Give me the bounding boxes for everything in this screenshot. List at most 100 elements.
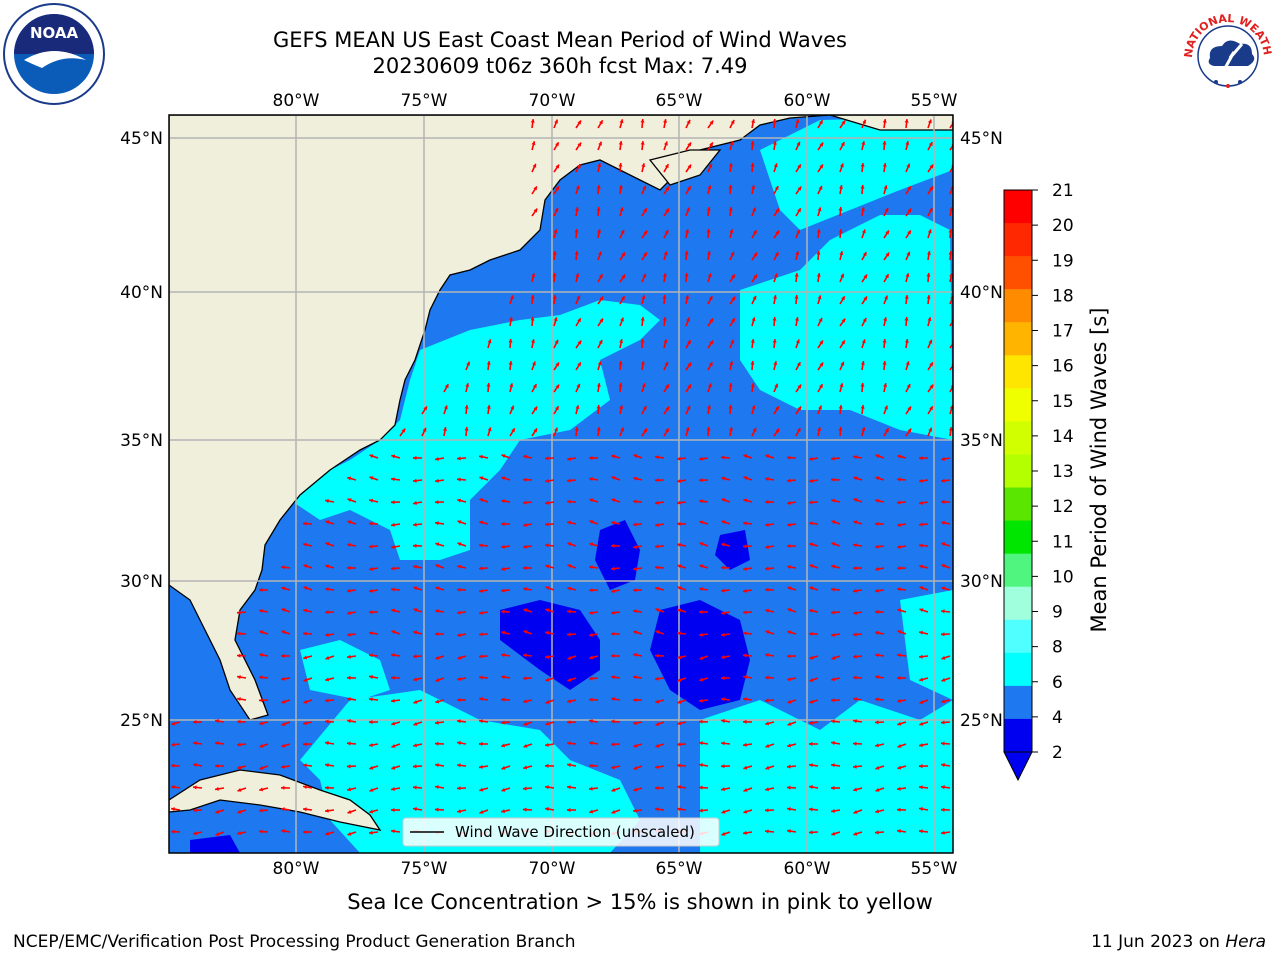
wind-wave-arrowhead [633, 698, 637, 703]
wind-wave-arrowhead [552, 251, 557, 255]
wind-wave-arrowhead [303, 830, 307, 835]
wind-wave-arrowhead [303, 807, 307, 812]
wind-wave-arrowhead [809, 807, 813, 812]
wind-wave-arrowhead [501, 499, 505, 504]
wind-wave-arrowhead [928, 208, 933, 212]
wind-wave-arrowhead [677, 655, 681, 660]
wind-wave-arrowhead [555, 384, 560, 389]
wind-wave-arrowhead [817, 427, 822, 431]
wind-wave-arrowhead [457, 763, 461, 768]
wind-wave-arrowhead [905, 361, 910, 366]
wind-wave-arrowhead [941, 720, 945, 725]
wind-wave-arrowhead [611, 520, 615, 525]
wind-wave-arrowhead [665, 208, 669, 213]
wind-wave-arrowhead [948, 229, 953, 233]
wind-wave-arrowhead [904, 295, 909, 299]
wind-wave-arrowhead [501, 809, 505, 814]
wind-wave-arrowhead [677, 807, 681, 812]
wind-wave-arrowhead [941, 655, 946, 660]
wind-wave-arrowhead [597, 229, 602, 233]
wind-wave-arrowhead [259, 829, 263, 834]
wind-wave-arrowhead [853, 675, 857, 680]
wind-wave-arrowhead [840, 142, 845, 147]
wind-wave-arrowhead [281, 829, 285, 834]
wind-wave-arrowhead [819, 120, 823, 125]
wind-wave-arrowhead [589, 697, 593, 702]
wind-wave-arrowhead [611, 588, 615, 593]
wind-wave-arrowhead [589, 520, 594, 524]
wind-wave-arrowhead [906, 384, 911, 388]
wind-wave-arrowhead [772, 317, 777, 321]
wind-wave-arrowhead [787, 721, 792, 726]
wind-wave-arrowhead [618, 163, 623, 167]
wind-wave-arrowhead [853, 741, 857, 746]
wind-wave-arrowhead [655, 786, 659, 791]
wind-wave-arrowhead [841, 340, 845, 345]
wind-wave-arrowhead [457, 741, 461, 746]
wind-wave-arrowhead [883, 317, 888, 321]
wind-wave-arrowhead [897, 807, 901, 812]
wind-wave-arrowhead [545, 500, 549, 505]
wind-wave-arrowhead [369, 521, 373, 526]
wind-wave-arrowhead [281, 722, 286, 726]
wind-wave-arrowhead [611, 742, 615, 747]
wind-wave-arrowhead [949, 273, 953, 277]
wind-wave-arrowhead [941, 677, 946, 682]
wind-wave-arrowhead [618, 383, 623, 387]
wind-wave-arrowhead [885, 252, 890, 257]
wind-wave-arrowhead [501, 588, 505, 593]
wind-wave-arrowhead [729, 229, 734, 234]
wind-wave-arrowhead [530, 119, 535, 123]
wind-wave-arrowhead [589, 588, 593, 593]
colorbar-segment [1004, 553, 1032, 588]
wind-wave-arrowhead [882, 141, 887, 145]
wind-wave-arrowhead [501, 476, 506, 481]
wind-wave-arrowhead [523, 522, 527, 527]
wind-wave-arrowhead [642, 185, 647, 190]
wind-wave-arrowhead [444, 384, 449, 389]
wind-wave-arrowhead [479, 632, 483, 637]
wind-wave-arrowhead [875, 787, 880, 792]
wind-wave-arrowhead [479, 566, 483, 571]
wind-wave-arrowhead [325, 677, 330, 682]
wind-wave-arrowhead [457, 587, 461, 592]
wind-wave-arrowhead [687, 340, 691, 345]
wind-wave-arrowhead [589, 676, 593, 681]
map-subtitle: 20230609 t06z 360h fcst Max: 7.49 [372, 54, 748, 78]
wind-wave-arrowhead [794, 295, 799, 299]
wind-wave-arrowhead [818, 317, 823, 322]
wind-wave-arrowhead [919, 785, 923, 790]
colorbar-tick-label: 19 [1052, 251, 1074, 271]
wind-wave-arrowhead [619, 207, 624, 212]
wind-wave-arrowhead [875, 544, 879, 549]
wind-wave-arrowhead [215, 832, 220, 836]
wind-wave-arrowhead [555, 362, 559, 367]
wind-wave-arrowhead [391, 765, 396, 770]
wind-wave-arrowhead [325, 831, 330, 836]
wind-wave-arrowhead [281, 764, 285, 769]
wind-wave-arrowhead [816, 251, 821, 255]
wind-wave-arrowhead [677, 721, 682, 726]
wind-wave-arrowhead [885, 274, 889, 279]
wind-wave-arrowhead [919, 630, 923, 635]
wind-wave-arrowhead [796, 229, 801, 234]
wind-wave-arrowhead [819, 340, 823, 345]
wind-wave-arrowhead [237, 697, 241, 702]
wind-wave-arrowhead [589, 498, 594, 503]
wind-wave-arrowhead [303, 763, 307, 768]
colorbar-segment [1004, 223, 1032, 257]
wind-wave-arrowhead [787, 677, 791, 682]
wind-wave-arrowhead [621, 274, 626, 279]
wind-wave-arrowhead [413, 630, 418, 635]
colorbar-segment [1004, 421, 1032, 455]
map-grid [169, 115, 953, 853]
wind-wave-arrowhead [576, 383, 581, 388]
wind-wave-arrowhead [743, 610, 747, 615]
wind-wave-arrowhead [721, 498, 726, 503]
wind-wave-arrowhead [509, 383, 514, 388]
wind-wave-arrowhead [831, 719, 835, 724]
wind-wave-arrowhead [797, 406, 801, 411]
wind-wave-arrowhead [853, 787, 858, 792]
wind-wave-arrowhead [655, 565, 659, 570]
wind-wave-arrowhead [347, 719, 351, 724]
